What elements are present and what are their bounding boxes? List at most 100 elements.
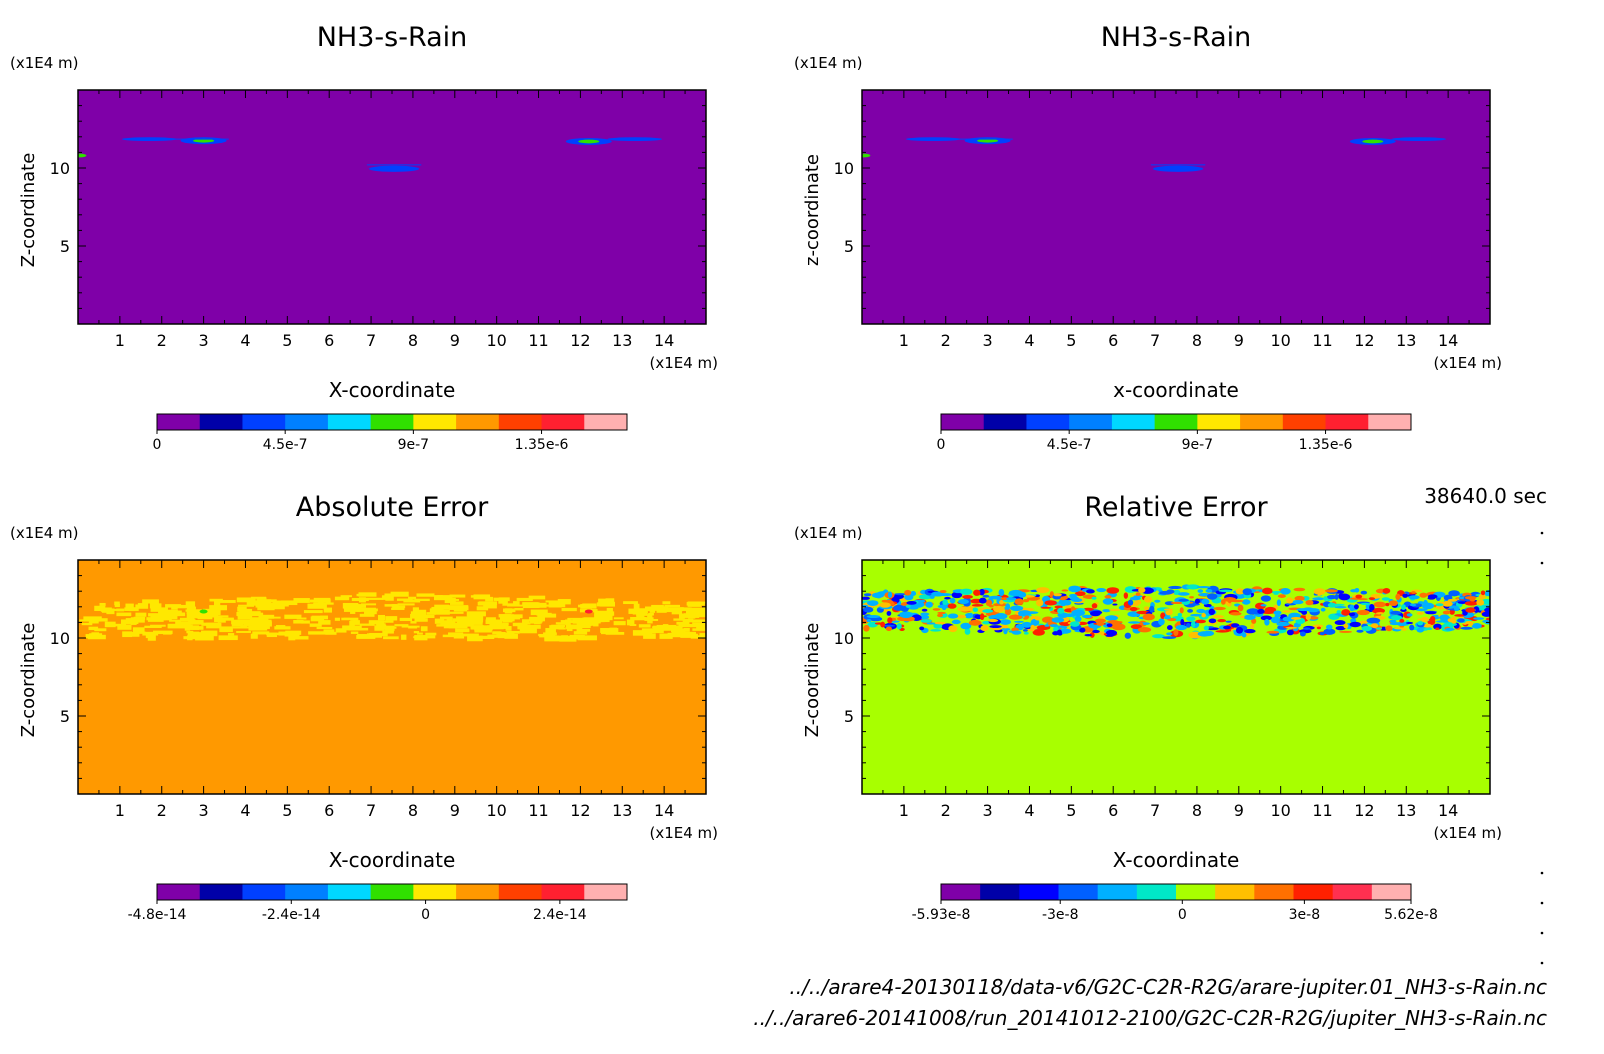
- error-speckle: [1137, 627, 1152, 633]
- error-speckle: [372, 620, 379, 624]
- error-speckle: [671, 609, 682, 615]
- error-speckle: [130, 617, 140, 621]
- error-speckle: [1442, 610, 1451, 615]
- x-tick-label: 9: [1234, 801, 1244, 820]
- x-axis-label: X-coordinate: [329, 378, 456, 402]
- error-speckle: [1053, 593, 1062, 597]
- error-speckle: [1416, 627, 1424, 633]
- error-speckle: [108, 623, 127, 627]
- y-unit-label: (x1E4 m): [794, 524, 863, 542]
- error-speckle: [1447, 618, 1455, 623]
- error-speckle: [1005, 603, 1011, 610]
- error-speckle: [502, 614, 514, 618]
- x-tick-label: 8: [408, 331, 418, 350]
- error-speckle: [1190, 620, 1196, 628]
- error-speckle: [334, 617, 340, 621]
- colorbar-swatch: [413, 414, 457, 430]
- error-speckle: [1257, 608, 1265, 614]
- colorbar-swatch: [157, 884, 201, 900]
- error-speckle: [600, 628, 619, 633]
- x-tick-label: 5: [282, 801, 292, 820]
- error-speckle: [311, 615, 327, 618]
- error-speckle: [117, 624, 132, 630]
- error-speckle: [1409, 624, 1415, 631]
- error-speckle: [1061, 589, 1069, 592]
- error-speckle: [439, 616, 453, 620]
- error-speckle: [466, 611, 486, 617]
- error-speckle: [201, 630, 218, 637]
- error-speckle: [919, 626, 925, 631]
- error-speckle: [525, 622, 531, 625]
- error-speckle: [434, 609, 450, 615]
- error-speckle: [1070, 621, 1080, 627]
- error-speckle: [1334, 605, 1347, 609]
- error-speckle: [1208, 618, 1217, 624]
- rain-cell: [977, 138, 999, 143]
- error-speckle: [322, 599, 331, 603]
- error-speckle: [1237, 604, 1244, 612]
- error-speckle: [919, 614, 930, 620]
- error-speckle: [1196, 585, 1211, 589]
- error-speckle: [303, 610, 323, 614]
- error-speckle: [982, 620, 991, 625]
- error-speckle: [1264, 618, 1270, 626]
- error-speckle: [663, 625, 683, 631]
- error-speckle: [218, 635, 238, 641]
- error-speckle: [363, 597, 383, 600]
- error-speckle: [217, 619, 226, 623]
- error-speckle: [596, 616, 603, 619]
- error-speckle: [433, 595, 453, 601]
- error-speckle: [678, 623, 698, 628]
- error-speckle: [1162, 636, 1177, 639]
- error-speckle: [1325, 624, 1333, 630]
- error-speckle: [934, 621, 946, 625]
- x-tick-label: 1: [115, 331, 125, 350]
- error-speckle: [179, 617, 195, 622]
- error-speckle: [1163, 608, 1174, 611]
- x-tick-label: 14: [1438, 331, 1458, 350]
- error-speckle: [359, 623, 375, 626]
- error-speckle: [456, 616, 473, 622]
- error-speckle: [1433, 623, 1442, 630]
- error-speckle: [1186, 584, 1200, 590]
- error-speckle: [323, 629, 335, 635]
- error-speckle: [559, 635, 577, 642]
- colorbar-swatch: [199, 414, 243, 430]
- error-speckle: [560, 620, 577, 624]
- error-speckle: [1276, 621, 1290, 627]
- colorbar-tick-label: 0: [153, 437, 162, 453]
- error-speckle: [1036, 587, 1050, 594]
- error-speckle: [545, 600, 559, 603]
- error-speckle: [236, 597, 256, 603]
- rain-cell: [607, 137, 663, 142]
- error-speckle: [1419, 592, 1428, 598]
- error-speckle: [1335, 626, 1346, 631]
- error-speckle: [169, 619, 181, 622]
- error-speckle: [644, 632, 653, 635]
- error-speckle: [947, 613, 959, 619]
- error-speckle: [1197, 589, 1204, 593]
- error-speckle: [1044, 624, 1050, 627]
- error-speckle: [425, 632, 437, 636]
- error-speckle: [1409, 603, 1417, 607]
- y-axis-label: Z-coordinate: [18, 153, 39, 268]
- colorbar-swatch: [327, 884, 372, 900]
- error-speckle: [1399, 618, 1405, 623]
- error-speckle: [1286, 629, 1294, 636]
- error-speckle: [1071, 598, 1083, 603]
- error-speckle: [1006, 597, 1017, 601]
- colorbar-swatch: [456, 414, 500, 430]
- error-speckle: [356, 635, 376, 639]
- error-speckle: [209, 615, 229, 618]
- error-speckle: [530, 617, 543, 623]
- error-speckle: [1334, 620, 1346, 626]
- error-speckle: [688, 613, 696, 619]
- error-speckle: [1448, 590, 1460, 597]
- error-speckle: [1004, 628, 1011, 631]
- error-speckle: [1102, 609, 1111, 613]
- error-speckle: [364, 610, 373, 615]
- y-tick-label: 5: [844, 707, 854, 726]
- error-speckle: [252, 631, 270, 635]
- error-speckle: [926, 622, 937, 625]
- error-speckle: [493, 597, 508, 602]
